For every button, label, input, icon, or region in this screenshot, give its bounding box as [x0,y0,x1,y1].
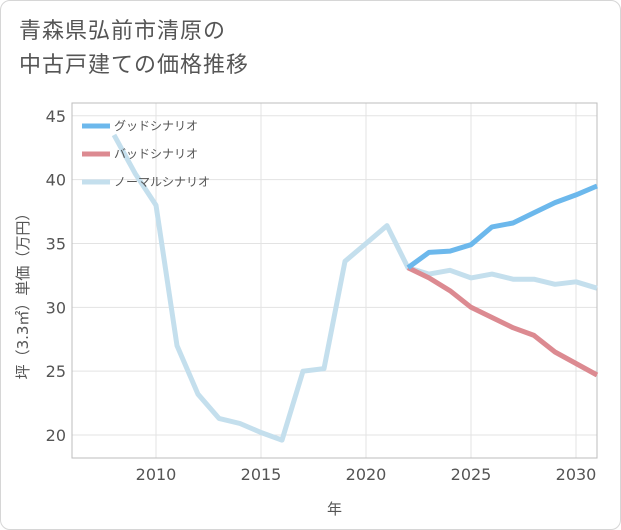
chart-title-line-2: 中古戸建ての価格推移 [19,53,250,78]
x-tick-label: 2015 [241,465,282,484]
x-tick-label: 2010 [136,465,177,484]
x-axis-label: 年 [327,500,342,518]
grid-lines [72,103,597,458]
legend-label: ノーマルシナリオ [114,175,210,189]
plot-frame [71,102,598,459]
legend-label: グッドシナリオ [114,119,198,133]
y-tick-label: 40 [46,171,66,190]
chart-title: 青森県弘前市清原の 中古戸建ての価格推移 [19,15,249,83]
y-axis-ticks: 20 25 30 35 40 45 [46,107,66,445]
series-line [406,183,598,270]
y-axis-label: 坪（3.3㎡）単価（万円） [14,206,32,380]
x-tick-label: 2020 [346,465,387,484]
chart-title-line-1: 青森県弘前市清原の [19,19,227,44]
series-line [406,265,599,378]
y-tick-label: 30 [46,298,66,317]
y-tick-label: 20 [46,426,66,445]
y-tick-label: 45 [46,107,66,126]
y-tick-label: 25 [46,362,66,381]
legend-label: バッドシナリオ [114,147,198,161]
x-tick-label: 2025 [451,465,492,484]
series-line [111,133,598,443]
y-tick-label: 35 [46,234,66,253]
series-layer [111,133,599,443]
x-axis-ticks: 2010 2015 2020 2025 2030 [136,465,597,484]
x-tick-label: 2030 [556,465,597,484]
